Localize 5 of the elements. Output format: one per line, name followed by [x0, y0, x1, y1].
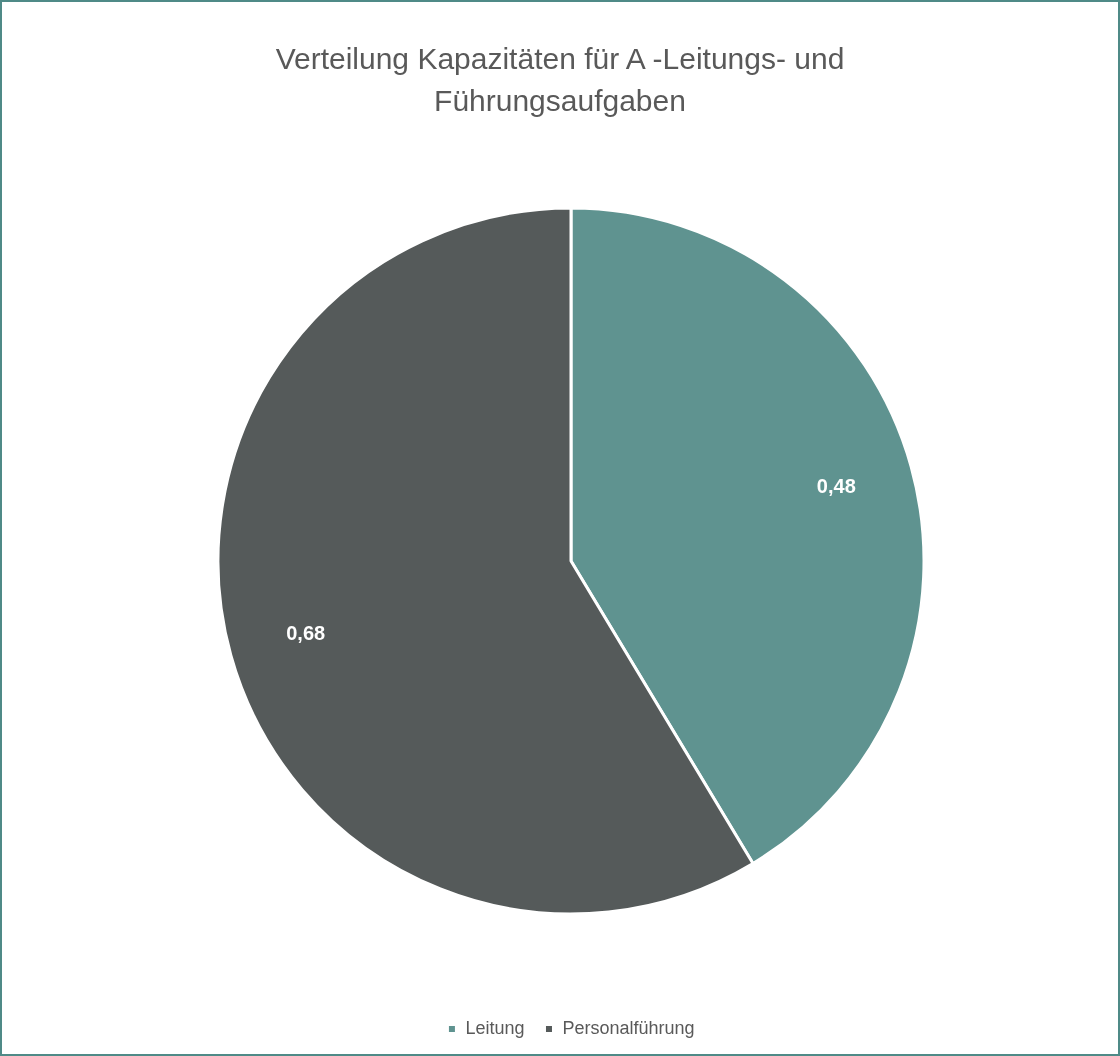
data-label: 0,68 [286, 622, 326, 645]
legend-label: Leitung [465, 1017, 525, 1038]
legend-label: Personalführung [562, 1017, 695, 1038]
data-label: 0,48 [816, 474, 856, 497]
chart-title: Verteilung Kapazitäten für A -Leitungs- und Führungsaufgaben [274, 41, 846, 119]
